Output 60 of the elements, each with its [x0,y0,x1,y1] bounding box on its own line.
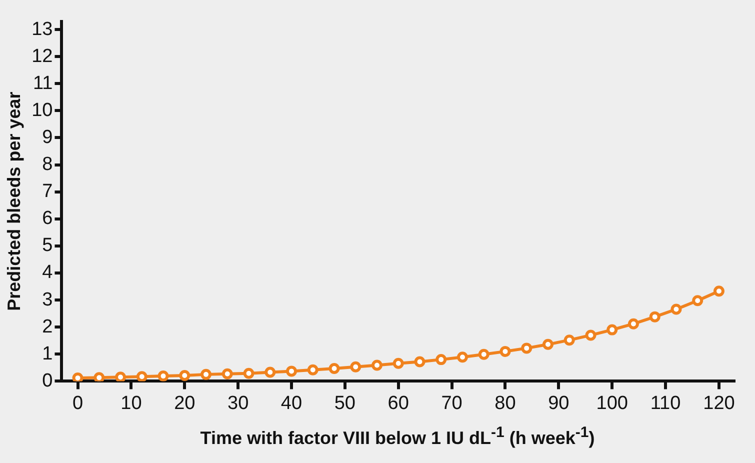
y-tick-label: 12 [32,46,53,67]
point [478,348,490,360]
point [564,334,575,346]
y-tick-label: 11 [33,72,53,94]
point [713,286,724,297]
point [94,372,105,382]
point [414,356,426,368]
y-axis-title: Predicted bleeds per year [4,92,24,311]
point [307,364,318,376]
point [436,354,447,366]
y-tick-label: 10 [32,100,53,121]
point [115,372,126,382]
x-tick-label: 120 [703,392,735,414]
x-tick-label: 110 [650,392,681,414]
point [628,318,639,330]
point [392,358,404,369]
point [521,342,532,354]
y-tick-label: 8 [42,154,53,176]
x-tick-label: 50 [334,392,356,414]
y-tick-label: 3 [42,289,53,310]
x-tick-label: 70 [441,392,462,414]
x-tick-label: 10 [120,392,142,414]
point [264,366,276,378]
point [136,371,148,382]
point [606,324,618,336]
y-tick-label: 13 [32,18,53,40]
point [585,330,596,341]
point [692,295,704,306]
y-tick-label: 2 [42,316,53,338]
point [371,360,382,371]
point [200,368,212,380]
x-tick-label: 60 [388,392,409,414]
x-tick-label: 100 [596,392,628,414]
point [670,304,682,315]
point [72,372,84,382]
point [243,368,254,379]
point [456,352,468,363]
point [222,368,233,380]
y-tick-label: 1 [42,343,53,364]
x-axis-title: Time with factor VIII below 1 IU dL$^{-1}$ (h week$^{-1}$) [199,423,596,450]
y-tick-label: 9 [42,126,53,148]
x-tick-label: 90 [548,392,570,414]
y-tick-label: 4 [42,262,54,284]
x-tick-label: 30 [227,392,249,414]
point [328,362,340,374]
point [500,346,511,357]
y-tick-label: 0 [42,370,53,392]
point [350,361,362,372]
point [179,370,190,382]
x-tick-label: 40 [280,392,302,414]
point [649,311,660,322]
y-tick-label: 5 [42,235,53,256]
y-tick-label: 7 [42,181,53,202]
x-tick-label: 80 [494,392,516,414]
point [286,366,297,377]
point [158,370,169,382]
y-tick-label: 6 [42,208,53,230]
point [542,338,554,350]
x-tick-label: 0 [72,392,84,414]
x-tick-label: 20 [174,392,196,414]
